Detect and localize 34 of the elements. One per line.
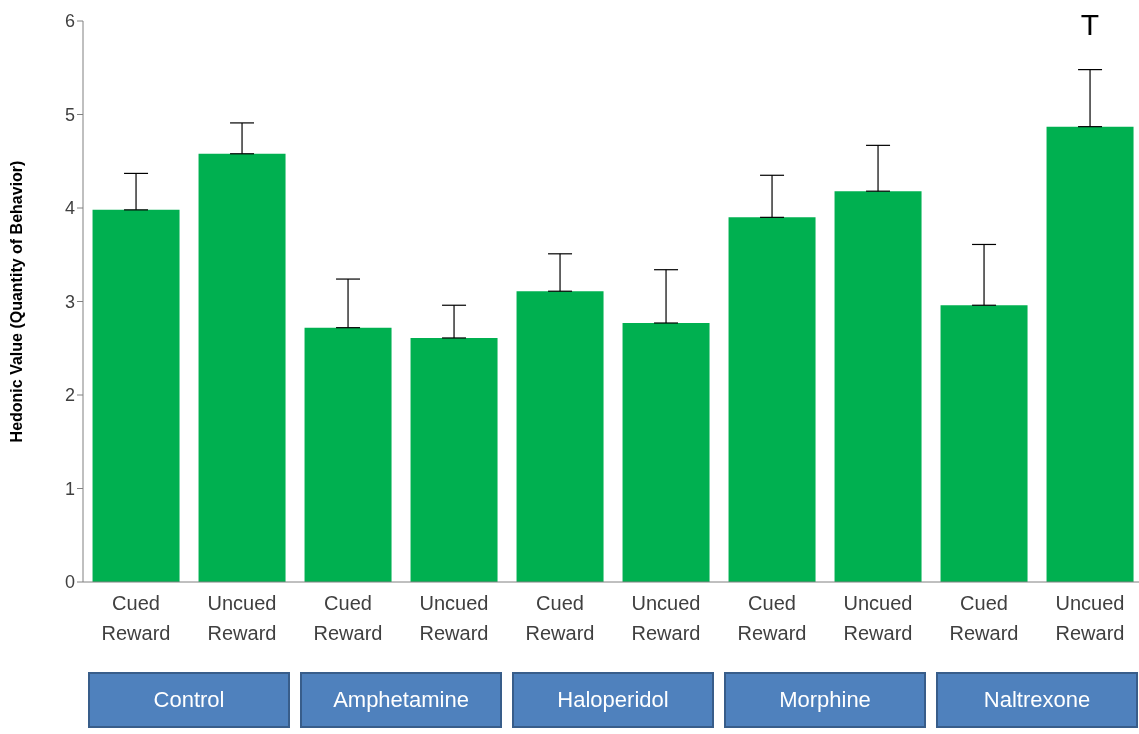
x-tick-label: Cued Reward bbox=[101, 592, 171, 644]
y-tick-label: 3 bbox=[64, 291, 75, 312]
y-tick-label: 4 bbox=[64, 198, 75, 219]
bar bbox=[1046, 126, 1134, 582]
x-tick-label: Cued Reward bbox=[737, 592, 807, 644]
bar bbox=[516, 291, 604, 582]
bar bbox=[410, 337, 498, 582]
annotation: T bbox=[1079, 8, 1101, 42]
x-tick-label: Uncued Reward bbox=[419, 592, 489, 644]
text: Control bbox=[88, 672, 290, 728]
bar bbox=[304, 327, 392, 582]
x-tick-label: Uncued Reward bbox=[207, 592, 277, 644]
bar bbox=[198, 153, 286, 582]
x-tick-label: Uncued Reward bbox=[1055, 592, 1125, 644]
bar bbox=[622, 323, 710, 582]
y-tick-label: 6 bbox=[64, 11, 75, 32]
text: Naltrexone bbox=[936, 672, 1138, 728]
text: Morphine bbox=[724, 672, 926, 728]
y-tick-label: 0 bbox=[64, 572, 75, 593]
x-tick-label: Uncued Reward bbox=[843, 592, 913, 644]
x-tick-label: Cued Reward bbox=[949, 592, 1019, 644]
y-tick-label: 2 bbox=[64, 385, 75, 406]
bar bbox=[728, 217, 816, 582]
bar bbox=[940, 305, 1028, 582]
y-axis-title: Hedonic Value (Quantity of Behavior) bbox=[7, 160, 25, 443]
y-tick-label: 5 bbox=[64, 104, 75, 125]
y-tick-label: 1 bbox=[64, 478, 75, 499]
x-tick-label: Uncued Reward bbox=[631, 592, 701, 644]
x-tick-label: Cued Reward bbox=[313, 592, 383, 644]
bar bbox=[92, 209, 180, 582]
text: Haloperidol bbox=[512, 672, 714, 728]
bar bbox=[834, 191, 922, 582]
x-tick-label: Cued Reward bbox=[525, 592, 595, 644]
text: Amphetamine bbox=[300, 672, 502, 728]
